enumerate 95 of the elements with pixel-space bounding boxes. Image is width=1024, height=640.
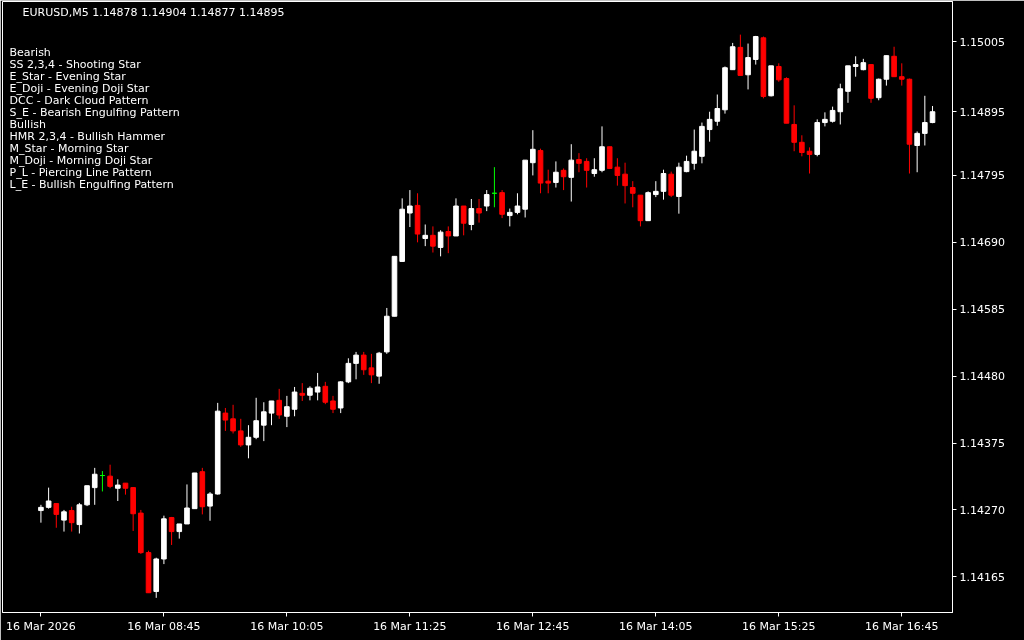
candlestick [514,192,521,215]
y-tick-label: 1.14480 [959,370,1005,384]
candlestick [376,351,382,385]
x-tick-label: 16 Mar 14:05 [619,619,693,633]
candlestick [91,467,98,506]
candlestick [345,357,352,384]
candlestick [460,205,467,236]
candlestick [822,111,828,127]
x-tick-label: 16 Mar 12:45 [496,619,570,633]
candlestick [483,189,490,212]
candlestick [752,35,759,66]
candlestick [314,372,321,401]
candlestick [883,55,890,87]
candlestick [668,171,674,198]
candlestick [553,160,559,189]
candlestick [276,388,282,420]
candlestick [568,143,575,203]
candlestick [168,516,175,546]
candlestick [729,42,736,71]
annotation: S_E - Bearish Engulfing Pattern [9,105,180,119]
candlestick [583,157,590,189]
y-tick-label: 1.14375 [959,437,1005,451]
candlestick [268,400,275,426]
candlestick [114,478,121,502]
candlestick [253,397,259,440]
x-tick-label: 16 Mar 2026 [6,619,76,633]
candlestick [76,502,83,534]
candlestick [230,404,236,434]
y-tick-label: 1.14795 [959,169,1005,183]
candlestick [799,134,805,157]
candlestick [545,169,552,194]
candlestick [775,62,782,83]
candlestick [891,46,897,78]
candlestick [576,152,582,173]
candlestick [898,62,905,87]
candlestick [499,189,505,219]
candlestick [745,43,751,90]
candlestick [622,162,628,204]
candlestick [407,189,413,228]
annotation: Bullish [9,117,46,131]
candlestick [207,491,213,522]
candlestick [322,381,329,405]
x-tick-label: 16 Mar 08:45 [127,619,201,633]
candlestick [184,483,190,525]
annotation: DCC - Dark Cloud Pattern [9,93,149,107]
candlestick [430,225,436,254]
annotation: E_Doji - Evening Doji Star [9,81,150,95]
annotation: L_E - Bullish Engulfing Pattern [9,177,174,191]
candlestick [806,146,813,175]
y-tick-label: 1.14690 [959,236,1005,250]
candlestick [468,198,475,231]
y-tick-label: 1.14270 [959,503,1005,517]
candlestick [660,169,667,201]
candlestick [629,180,636,208]
candlestick [530,129,536,176]
candlestick [445,225,452,254]
candlestick [922,95,928,146]
chart-title: EURUSD,M5 1.14878 1.14904 1.14877 1.14895 [22,5,285,19]
candlestick [791,104,797,152]
x-tick-label: 16 Mar 11:25 [373,619,447,633]
x-tick-label: 16 Mar 16:45 [865,619,939,633]
x-tick-label: 16 Mar 10:05 [250,619,324,633]
candlestick [222,407,229,432]
candlestick [237,418,244,448]
annotation: SS 2,3,4 - Shooting Star [9,57,142,71]
candlestick [261,401,267,442]
candlestick [591,157,598,178]
candlestick [599,125,605,173]
candlestick [291,386,298,417]
candlestick [45,487,52,510]
x-tick-label: 16 Mar 15:25 [742,619,816,633]
candlestick [68,506,75,533]
annotation: M_Doji - Morning Doji Star [9,153,153,167]
y-tick-label: 1.14895 [959,105,1005,119]
candlestick [38,504,44,524]
candlestick [107,464,113,489]
annotation: HMR 2,3,4 - Bullish Hammer [9,129,166,143]
candlestick [53,503,60,529]
annotation: Bearish [9,45,51,59]
annotation: P_L - Piercing Line Pattern [9,165,152,179]
candlestick [914,130,920,173]
candlestick [422,223,429,247]
y-tick-label: 1.14165 [959,570,1005,584]
candlestick [476,198,482,224]
y-tick-label: 1.15005 [959,35,1005,49]
candlestick [245,424,252,459]
candlestick [84,485,90,507]
candlestick [284,395,290,428]
candlestick [560,167,567,191]
candlestick [61,509,67,533]
candlestick [353,351,359,380]
annotation: E_Star - Evening Star [9,69,127,83]
annotation: M_Star - Morning Star [9,141,130,155]
candlestick [437,229,444,257]
y-tick-label: 1.14585 [959,303,1005,317]
